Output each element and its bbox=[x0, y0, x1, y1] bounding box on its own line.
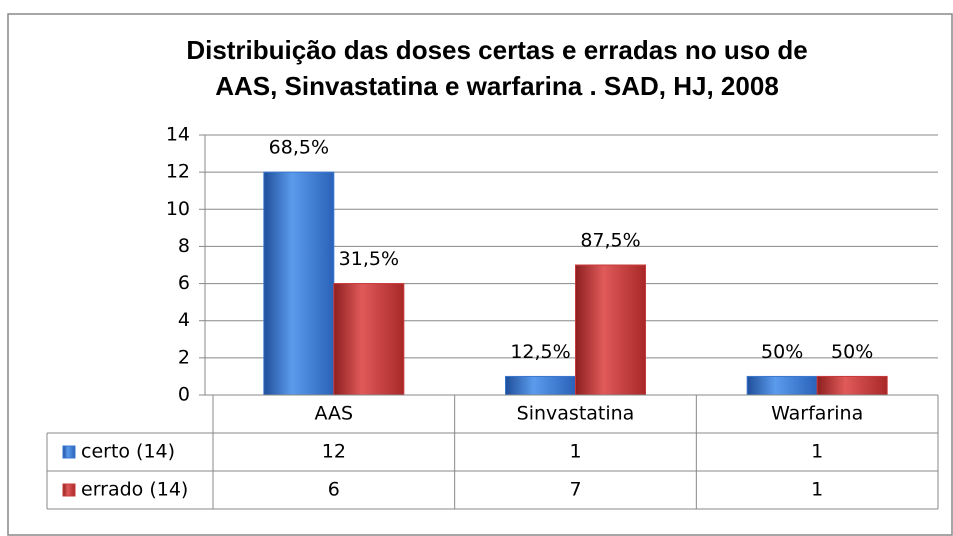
bar bbox=[333, 283, 405, 396]
y-tick-label: 2 bbox=[178, 346, 190, 368]
y-tick-label: 10 bbox=[166, 198, 190, 220]
data-label: 50% bbox=[761, 341, 803, 363]
y-tick-label: 6 bbox=[178, 272, 190, 294]
y-tick-label: 12 bbox=[166, 161, 190, 183]
legend-key bbox=[62, 445, 76, 459]
table-cell: 1 bbox=[569, 441, 581, 463]
x-tick-label: AAS bbox=[315, 403, 354, 425]
table-cell: 12 bbox=[322, 441, 346, 463]
table-cell: 7 bbox=[569, 479, 581, 501]
bar bbox=[505, 375, 576, 396]
chart-title: Distribuição das doses certas e erradas … bbox=[186, 35, 807, 65]
y-tick-label: 0 bbox=[178, 384, 190, 406]
legend-key bbox=[62, 483, 76, 497]
bar bbox=[816, 375, 888, 396]
bar bbox=[263, 171, 335, 396]
x-tick-label: Sinvastatina bbox=[517, 403, 635, 425]
chart-frame bbox=[7, 13, 953, 536]
y-tick-label: 4 bbox=[178, 309, 190, 331]
legend-label: certo (14) bbox=[81, 441, 175, 463]
x-tick-label: Warfarina bbox=[771, 403, 863, 425]
table-cell: 1 bbox=[811, 441, 823, 463]
table-cell: 1 bbox=[811, 479, 823, 501]
table-cell: 6 bbox=[328, 479, 340, 501]
y-tick-label: 14 bbox=[166, 124, 190, 146]
data-label: 31,5% bbox=[339, 248, 399, 270]
bar bbox=[575, 264, 646, 396]
chart-subtitle: AAS, Sinvastatina e warfarina . SAD, HJ,… bbox=[215, 71, 779, 101]
data-label: 68,5% bbox=[269, 137, 329, 159]
data-label: 50% bbox=[831, 341, 873, 363]
data-label: 87,5% bbox=[580, 230, 640, 252]
legend-label: errado (14) bbox=[81, 479, 188, 501]
y-tick-label: 8 bbox=[178, 235, 190, 257]
bar bbox=[746, 375, 818, 396]
data-label: 12,5% bbox=[510, 341, 570, 363]
